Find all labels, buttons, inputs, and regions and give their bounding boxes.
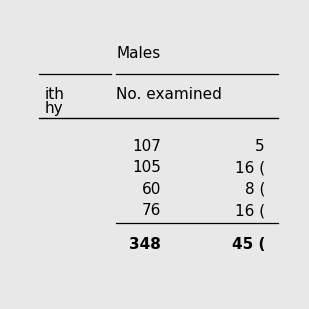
Text: hy: hy	[45, 101, 63, 116]
Text: Males: Males	[116, 46, 160, 61]
Text: No. examined: No. examined	[116, 87, 222, 102]
Text: 5: 5	[255, 139, 265, 154]
Text: 76: 76	[142, 203, 161, 218]
Text: 60: 60	[142, 182, 161, 197]
Text: 16 (: 16 (	[235, 203, 265, 218]
Text: 8 (: 8 (	[244, 182, 265, 197]
Text: 45 (: 45 (	[231, 237, 265, 252]
Text: 107: 107	[132, 139, 161, 154]
Text: 16 (: 16 (	[235, 160, 265, 175]
Text: ith: ith	[45, 87, 65, 102]
Text: 105: 105	[132, 160, 161, 175]
Text: 348: 348	[129, 237, 161, 252]
